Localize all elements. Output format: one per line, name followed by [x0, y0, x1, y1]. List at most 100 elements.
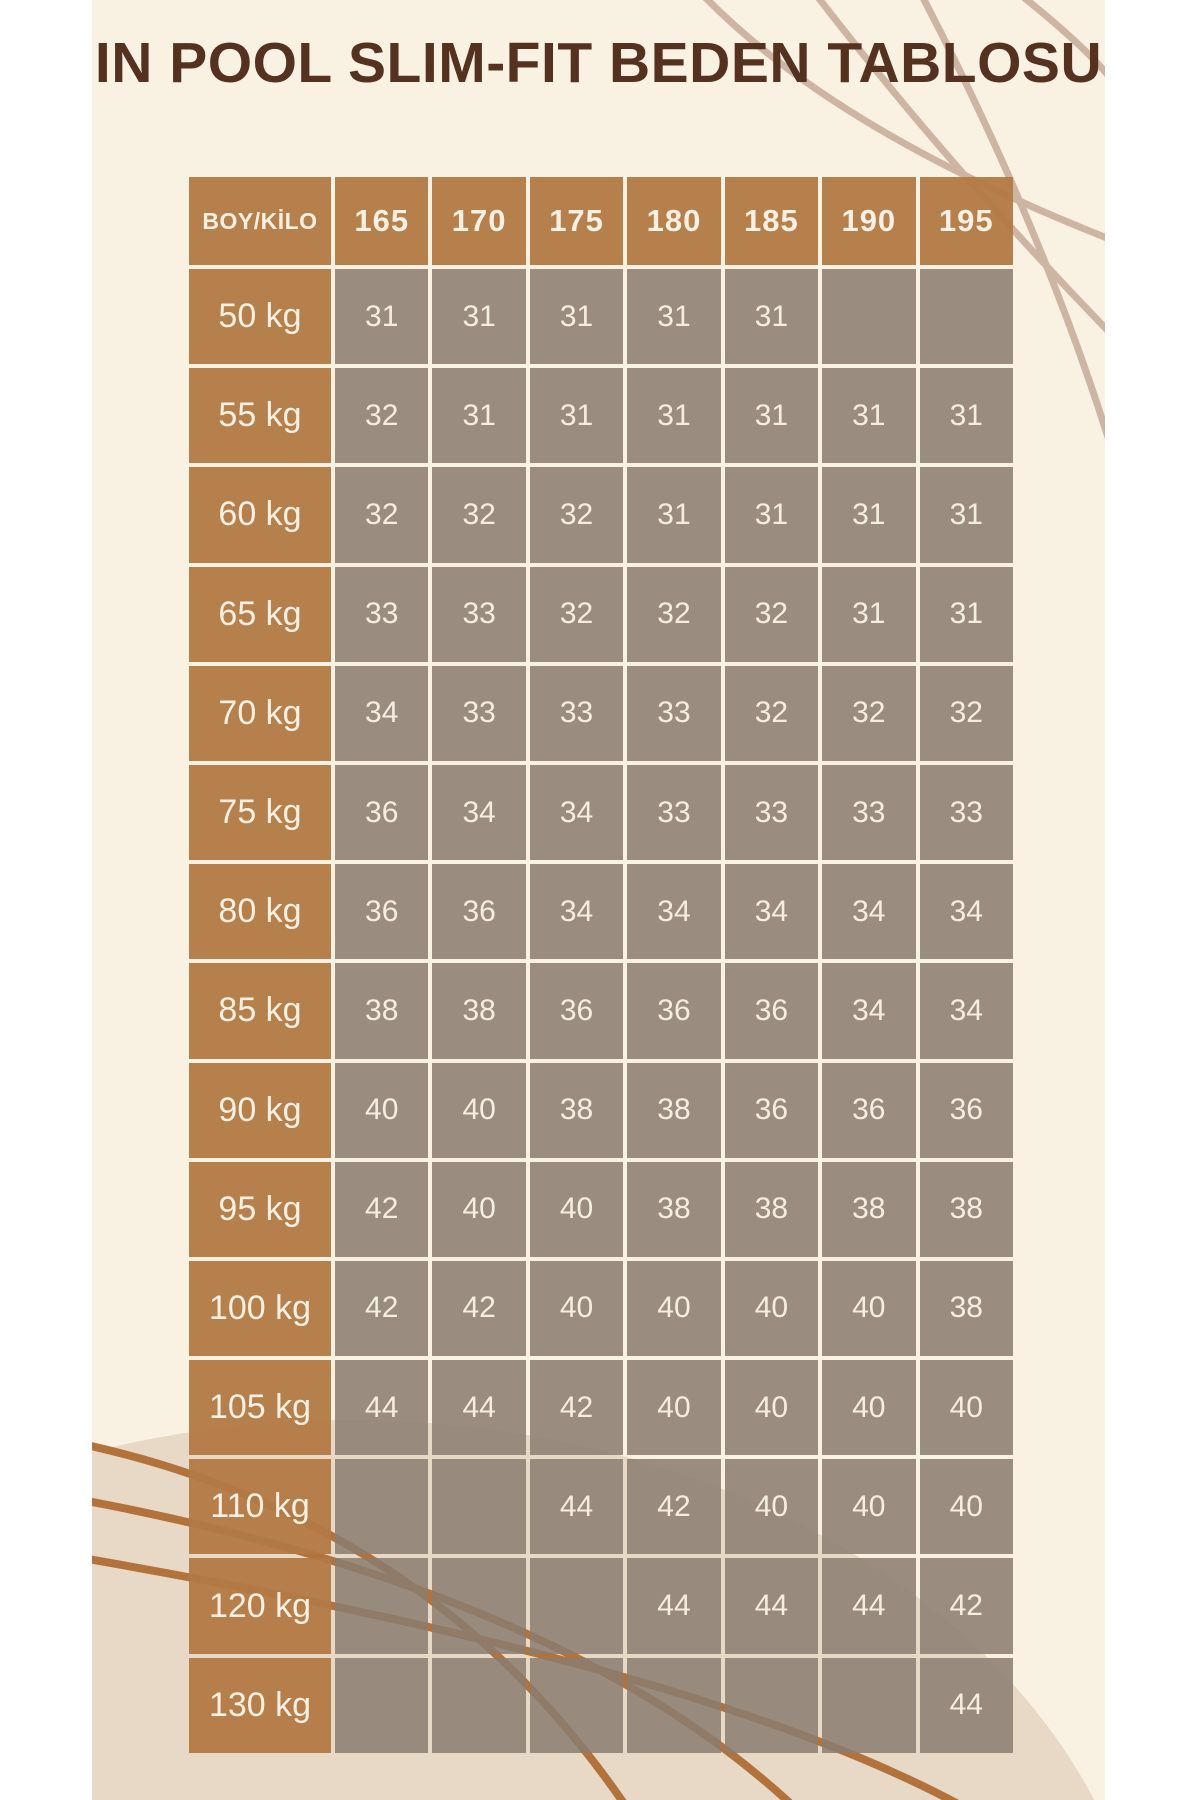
- value-cell: 40: [822, 1459, 916, 1555]
- value-cell: 34: [724, 864, 819, 960]
- value-cell: 38: [919, 1260, 1013, 1357]
- row-label-cell: 85 kg: [189, 963, 331, 1059]
- value-cell: 33: [822, 764, 916, 861]
- table-header: BOY/KİLO 165 170 175 180 185 190 195: [189, 177, 1013, 265]
- value-cell: 40: [724, 1260, 819, 1357]
- value-cell: 32: [919, 665, 1013, 761]
- value-cell: 31: [724, 368, 819, 464]
- row-label-cell: 60 kg: [189, 467, 331, 563]
- value-cell: [822, 1657, 916, 1753]
- row-label-cell: 70 kg: [189, 665, 331, 761]
- value-cell: 31: [335, 269, 429, 365]
- value-cell: 33: [627, 764, 721, 861]
- value-cell: 34: [919, 864, 1013, 960]
- value-cell: 44: [529, 1459, 624, 1555]
- value-cell: 40: [432, 1062, 526, 1158]
- value-cell: 40: [335, 1062, 429, 1158]
- value-cell: 40: [822, 1360, 916, 1456]
- value-cell: 34: [822, 963, 916, 1059]
- value-cell: 42: [335, 1260, 429, 1357]
- value-cell: 44: [627, 1558, 721, 1654]
- row-label-cell: 65 kg: [189, 566, 331, 662]
- value-cell: 44: [335, 1360, 429, 1456]
- value-cell: 33: [335, 566, 429, 662]
- value-cell: 31: [919, 467, 1013, 563]
- value-cell: 40: [627, 1360, 721, 1456]
- value-cell: 34: [529, 864, 624, 960]
- table-row: 130 kg 44: [189, 1657, 1013, 1753]
- value-cell: 31: [627, 368, 721, 464]
- value-cell: 42: [627, 1459, 721, 1555]
- value-cell: 34: [335, 665, 429, 761]
- value-cell: 38: [335, 963, 429, 1059]
- value-cell: 36: [335, 864, 429, 960]
- value-cell: 38: [529, 1062, 624, 1158]
- header-row: BOY/KİLO 165 170 175 180 185 190 195: [189, 177, 1013, 265]
- table-row: 100 kg 42 42 40 40 40 40 38: [189, 1260, 1013, 1357]
- page-title: IN POOL SLIM-FIT BEDEN TABLOSU: [94, 31, 1103, 95]
- value-cell: 32: [529, 467, 624, 563]
- value-cell: 42: [432, 1260, 526, 1357]
- value-cell: 44: [724, 1558, 819, 1654]
- value-cell: 31: [432, 368, 526, 464]
- value-cell: 33: [919, 764, 1013, 861]
- row-label-cell: 90 kg: [189, 1062, 331, 1158]
- value-cell: 33: [724, 764, 819, 861]
- row-label-cell: 75 kg: [189, 764, 331, 861]
- value-cell: 31: [432, 269, 526, 365]
- value-cell: 32: [529, 566, 624, 662]
- value-cell: 31: [724, 269, 819, 365]
- value-cell: 42: [335, 1161, 429, 1257]
- row-label-cell: 55 kg: [189, 368, 331, 464]
- value-cell: 34: [529, 764, 624, 861]
- table-row: 60 kg 32 32 32 31 31 31 31: [189, 467, 1013, 563]
- row-label-cell: 105 kg: [189, 1360, 331, 1456]
- value-cell: 36: [432, 864, 526, 960]
- value-cell: 32: [724, 665, 819, 761]
- column-header-cell: 190: [822, 177, 916, 265]
- value-cell: [724, 1657, 819, 1753]
- table-row: 105 kg 44 44 42 40 40 40 40: [189, 1360, 1013, 1456]
- value-cell: 36: [724, 963, 819, 1059]
- table-row: 95 kg 42 40 40 38 38 38 38: [189, 1161, 1013, 1257]
- value-cell: 33: [627, 665, 721, 761]
- content-panel: IN POOL SLIM-FIT BEDEN TABLOSU BOY/KİLO …: [92, 0, 1105, 1800]
- table-row: 80 kg 36 36 34 34 34 34 34: [189, 864, 1013, 960]
- value-cell: [335, 1558, 429, 1654]
- value-cell: 34: [822, 864, 916, 960]
- value-cell: 31: [822, 467, 916, 563]
- value-cell: [432, 1558, 526, 1654]
- value-cell: 36: [627, 963, 721, 1059]
- row-label-cell: 50 kg: [189, 269, 331, 365]
- value-cell: 33: [432, 665, 526, 761]
- value-cell: 40: [529, 1260, 624, 1357]
- value-cell: 40: [724, 1459, 819, 1555]
- value-cell: [335, 1459, 429, 1555]
- table-row: 90 kg 40 40 38 38 36 36 36: [189, 1062, 1013, 1158]
- value-cell: 33: [529, 665, 624, 761]
- value-cell: 42: [529, 1360, 624, 1456]
- value-cell: 44: [432, 1360, 526, 1456]
- column-header-cell: 175: [529, 177, 624, 265]
- value-cell: 32: [627, 566, 721, 662]
- value-cell: [919, 269, 1013, 365]
- row-label-cell: 100 kg: [189, 1260, 331, 1357]
- column-header-cell: 180: [627, 177, 721, 265]
- diagonal-lines-decoration: [702, 0, 1105, 440]
- value-cell: 42: [919, 1558, 1013, 1654]
- value-cell: 31: [919, 368, 1013, 464]
- value-cell: 36: [724, 1062, 819, 1158]
- table-row: 85 kg 38 38 36 36 36 34 34: [189, 963, 1013, 1059]
- table-row: 65 kg 33 33 32 32 32 31 31: [189, 566, 1013, 662]
- table-row: 50 kg 31 31 31 31 31: [189, 269, 1013, 365]
- column-header-cell: 195: [919, 177, 1013, 265]
- value-cell: 31: [529, 269, 624, 365]
- value-cell: 40: [432, 1161, 526, 1257]
- value-cell: 44: [822, 1558, 916, 1654]
- value-cell: 31: [724, 467, 819, 563]
- value-cell: 34: [627, 864, 721, 960]
- value-cell: 33: [432, 566, 526, 662]
- value-cell: 40: [529, 1161, 624, 1257]
- column-header-cell: 185: [724, 177, 819, 265]
- table-row: 55 kg 32 31 31 31 31 31 31: [189, 368, 1013, 464]
